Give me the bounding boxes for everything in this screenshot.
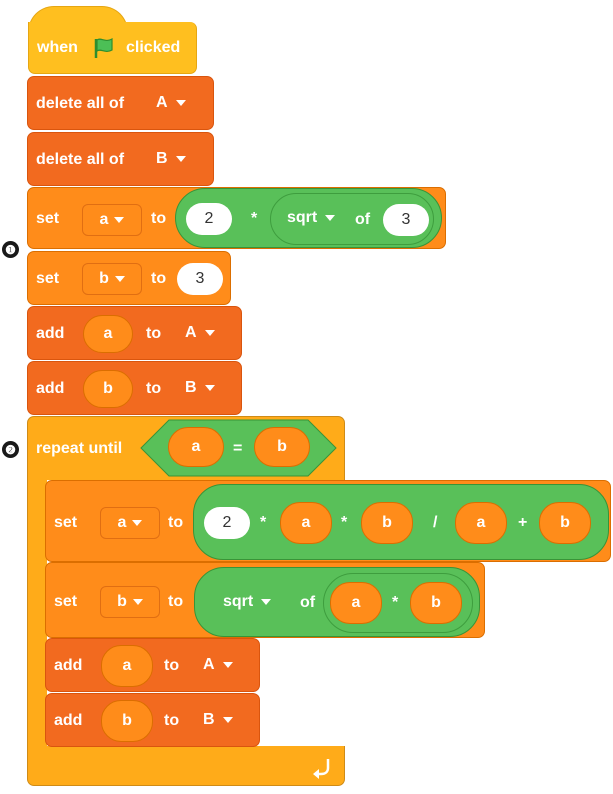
var-a-reporter[interactable]: a (83, 315, 133, 353)
var-b-reporter[interactable]: b (539, 502, 591, 544)
equals-sign: = (233, 440, 243, 457)
set-label: set (36, 270, 60, 287)
multiply-sign: * (260, 514, 267, 531)
to-label: to (146, 325, 162, 342)
var-b-reporter[interactable]: b (410, 582, 462, 624)
when-flag-clicked-block[interactable]: when clicked (28, 22, 197, 74)
set-a-block[interactable]: set a to 2 * sqrt of 3 (27, 187, 446, 249)
add-label: add (54, 712, 83, 729)
to-label: to (168, 593, 184, 610)
var-b-reporter[interactable]: b (361, 502, 413, 544)
sqrt-of-operator[interactable]: sqrt of 3 (270, 193, 434, 245)
list-A-dropdown[interactable]: A (203, 656, 233, 674)
list-A-dropdown[interactable]: A (185, 324, 215, 342)
var-b-reporter[interactable]: b (83, 370, 133, 408)
step-2-marker: ❷ (2, 441, 19, 458)
delete-all-of-label: delete all of (36, 151, 125, 168)
set-label: set (54, 593, 78, 610)
add-label: add (36, 380, 65, 397)
loop-arrow-icon (313, 759, 330, 779)
to-label: to (164, 712, 180, 729)
delete-all-of-label: delete all of (36, 95, 125, 112)
repeat-until-label: repeat until (36, 440, 123, 457)
multiply-operator[interactable]: a * b (323, 573, 473, 633)
list-B-dropdown[interactable]: B (203, 711, 233, 729)
chevron-down-icon (222, 717, 233, 723)
var-b-reporter[interactable]: b (101, 700, 153, 742)
to-label: to (151, 210, 167, 227)
chevron-down-icon (175, 100, 186, 106)
of-label: of (300, 594, 316, 611)
set-label: set (54, 514, 78, 531)
var-a-dropdown[interactable]: a (82, 204, 142, 236)
list-A-dropdown[interactable]: A (156, 94, 186, 112)
number-input-3[interactable]: 3 (383, 204, 429, 236)
of-label: of (355, 211, 371, 228)
add-label: add (36, 325, 65, 342)
var-a-reporter[interactable]: a (168, 427, 224, 467)
green-flag-icon (94, 37, 113, 58)
var-b-dropdown[interactable]: b (100, 586, 160, 618)
var-a-dropdown[interactable]: a (100, 507, 160, 539)
chevron-down-icon (325, 215, 336, 221)
number-input-2[interactable]: 2 (204, 507, 250, 539)
var-a-reporter[interactable]: a (455, 502, 507, 544)
chevron-down-icon (114, 276, 125, 282)
add-label: add (54, 657, 83, 674)
step-1-marker: ❶ (2, 241, 19, 258)
var-b-reporter[interactable]: b (254, 427, 310, 467)
multiply-sign: * (341, 514, 348, 531)
chevron-down-icon (175, 156, 186, 162)
list-B-dropdown[interactable]: B (156, 150, 186, 168)
add-b-to-B-inner-block[interactable]: add b to B (45, 693, 260, 747)
var-a-reporter[interactable]: a (330, 582, 382, 624)
multiply-sign: * (392, 594, 399, 611)
when-label: when (37, 39, 78, 56)
var-a-reporter[interactable]: a (280, 502, 332, 544)
chevron-down-icon (204, 330, 215, 336)
chevron-down-icon (261, 599, 272, 605)
set-b-inner-block[interactable]: set b to sqrt of a * b (45, 562, 485, 638)
to-label: to (151, 270, 167, 287)
to-label: to (164, 657, 180, 674)
chevron-down-icon (132, 599, 143, 605)
set-label: set (36, 210, 60, 227)
number-input-3[interactable]: 3 (177, 263, 223, 295)
number-input-2[interactable]: 2 (186, 203, 232, 235)
set-a-inner-block[interactable]: set a to 2 * a * b / a + b (45, 480, 611, 562)
sqrt-of-operator[interactable]: sqrt of a * b (194, 567, 480, 637)
sqrt-dropdown[interactable]: sqrt (287, 209, 336, 227)
to-label: to (146, 380, 162, 397)
repeat-until-bottom[interactable] (27, 746, 345, 786)
delete-all-of-B-block[interactable]: delete all of B (27, 132, 214, 186)
chevron-down-icon (114, 217, 125, 223)
divide-sign: / (433, 514, 438, 531)
multiply-operator[interactable]: 2 * sqrt of 3 (175, 188, 442, 248)
delete-all-of-A-block[interactable]: delete all of A (27, 76, 214, 130)
multiply-sign: * (251, 210, 258, 227)
clicked-label: clicked (126, 39, 181, 56)
repeat-until-arm (27, 479, 47, 749)
list-B-dropdown[interactable]: B (185, 379, 215, 397)
var-b-dropdown[interactable]: b (82, 263, 142, 295)
repeat-until-top[interactable]: repeat until a = b (27, 416, 345, 480)
chevron-down-icon (132, 520, 143, 526)
var-a-reporter[interactable]: a (101, 645, 153, 687)
sqrt-dropdown[interactable]: sqrt (223, 593, 272, 611)
add-a-to-A-inner-block[interactable]: add a to A (45, 638, 260, 692)
plus-sign: + (518, 514, 528, 531)
set-b-block[interactable]: set b to 3 (27, 251, 231, 305)
add-a-to-A-block[interactable]: add a to A (27, 306, 242, 360)
add-b-to-B-block[interactable]: add b to B (27, 361, 242, 415)
to-label: to (168, 514, 184, 531)
expression-operator[interactable]: 2 * a * b / a + b (193, 484, 609, 560)
chevron-down-icon (204, 385, 215, 391)
chevron-down-icon (222, 662, 233, 668)
